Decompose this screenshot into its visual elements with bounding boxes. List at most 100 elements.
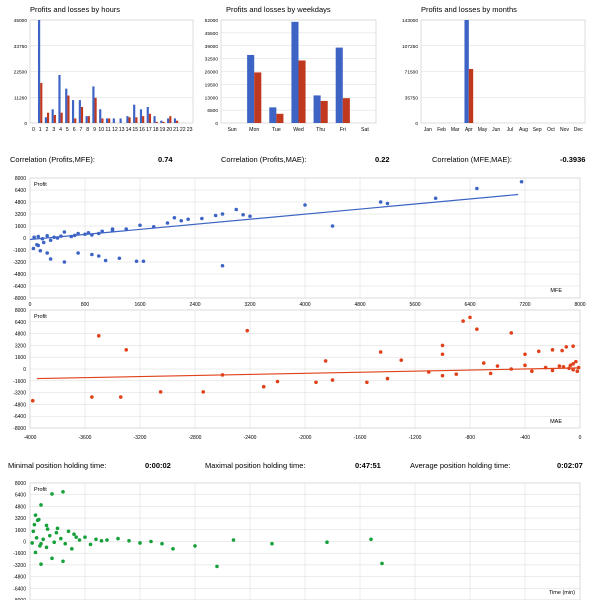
y-tick-label: -3200 [13, 260, 26, 266]
data-point [127, 538, 131, 543]
data-point [325, 540, 329, 545]
profit-bar [335, 47, 343, 123]
data-point [575, 369, 580, 374]
data-point [62, 260, 67, 264]
data-point [105, 538, 109, 542]
data-point [38, 544, 42, 548]
bar-chart-title: Profits and losses by months [421, 5, 517, 14]
data-point [241, 212, 245, 217]
x-tick-label: 21 [173, 127, 179, 133]
profit-bar [291, 21, 299, 123]
loss-bar [128, 117, 131, 123]
data-point [519, 179, 524, 184]
profit-bar [58, 74, 61, 123]
profit-bar [44, 117, 47, 123]
x-tick-label: 8000 [574, 302, 585, 308]
data-point [48, 533, 52, 538]
data-point [509, 367, 514, 371]
x-tick-label: 20 [166, 127, 172, 133]
data-point [110, 227, 115, 231]
data-point [69, 234, 74, 239]
loss-bar [155, 121, 158, 123]
loss-bar [74, 118, 77, 123]
y-tick-label: -3200 [13, 563, 26, 569]
data-point [571, 362, 575, 366]
profit-bar [173, 118, 177, 123]
profit-bar [85, 116, 88, 123]
profit-bar [153, 116, 156, 123]
data-point [38, 248, 43, 253]
y-tick-label: 6500 [207, 108, 218, 114]
data-point [557, 364, 562, 368]
x-tick-label: 18 [153, 127, 159, 133]
loss-bar [142, 116, 145, 123]
data-point [440, 343, 445, 348]
x-tick-label: 1 [39, 127, 42, 133]
x-tick-label: Mar [451, 127, 460, 133]
data-point [62, 230, 67, 234]
data-point [231, 538, 236, 542]
data-point [171, 547, 175, 551]
x-tick-label: Oct [547, 127, 555, 133]
data-point [55, 236, 60, 240]
x-tick-label: 5600 [409, 302, 420, 308]
data-point [30, 398, 35, 403]
loss-bar [46, 112, 50, 123]
x-tick-label: Tue [272, 127, 281, 133]
x-tick-label: 4 [59, 127, 62, 133]
y-tick-label: -4800 [13, 402, 26, 408]
x-tick-label: 8 [86, 127, 89, 133]
x-tick-label: 6400 [464, 302, 475, 308]
profit-bar [99, 109, 102, 123]
data-point [509, 331, 514, 335]
profit-bar [92, 86, 95, 123]
profit-bar [133, 104, 136, 123]
data-point [523, 352, 527, 357]
loss-bar [94, 97, 97, 123]
corr-profits-mfe-value: 0.74 [158, 155, 173, 164]
data-point [83, 535, 87, 539]
data-point [330, 224, 335, 228]
profit-bar [38, 20, 41, 123]
data-point [245, 328, 250, 333]
data-point [90, 252, 94, 257]
data-point [33, 550, 38, 555]
x-tick-label: 9 [93, 127, 96, 133]
x-tick-label: 0 [29, 302, 32, 308]
profit-bar [247, 54, 255, 124]
data-point [39, 503, 43, 507]
data-point [124, 348, 129, 352]
profit-bar [139, 109, 143, 123]
y-tick-label: 33750 [14, 44, 28, 50]
y-tick-label: 26000 [205, 70, 219, 76]
profit-bar [78, 100, 81, 123]
y-tick-label: 0 [215, 121, 218, 127]
data-point [567, 366, 571, 371]
data-point [380, 561, 384, 566]
data-point [323, 359, 328, 363]
x-axis-label: Time (min) [549, 590, 575, 596]
data-point [45, 233, 49, 238]
data-point [433, 196, 438, 201]
y-tick-label: 8000 [15, 308, 26, 314]
y-axis-label: Profit [34, 182, 47, 188]
y-tick-label: 1600 [15, 528, 26, 534]
y-tick-label: 6400 [15, 188, 26, 194]
y-tick-label: 19500 [205, 82, 219, 88]
data-point [385, 376, 390, 381]
data-point [41, 240, 46, 245]
x-tick-label: 12 [112, 127, 118, 133]
trend-line [29, 193, 519, 241]
x-tick-label: -3600 [79, 435, 92, 441]
data-point [440, 352, 445, 357]
data-point [94, 537, 98, 542]
x-tick-label: Dec [574, 127, 583, 133]
data-point [523, 363, 527, 368]
x-tick-label: Jun [492, 127, 500, 133]
avg-holding-value: 0:02:07 [557, 461, 583, 470]
loss-bar [148, 113, 152, 123]
bar-chart-title: Profits and losses by hours [30, 5, 120, 14]
y-tick-label: 6400 [15, 320, 26, 326]
corr-mfe-mae-value: -0.3936 [560, 155, 586, 164]
data-point [116, 536, 120, 541]
